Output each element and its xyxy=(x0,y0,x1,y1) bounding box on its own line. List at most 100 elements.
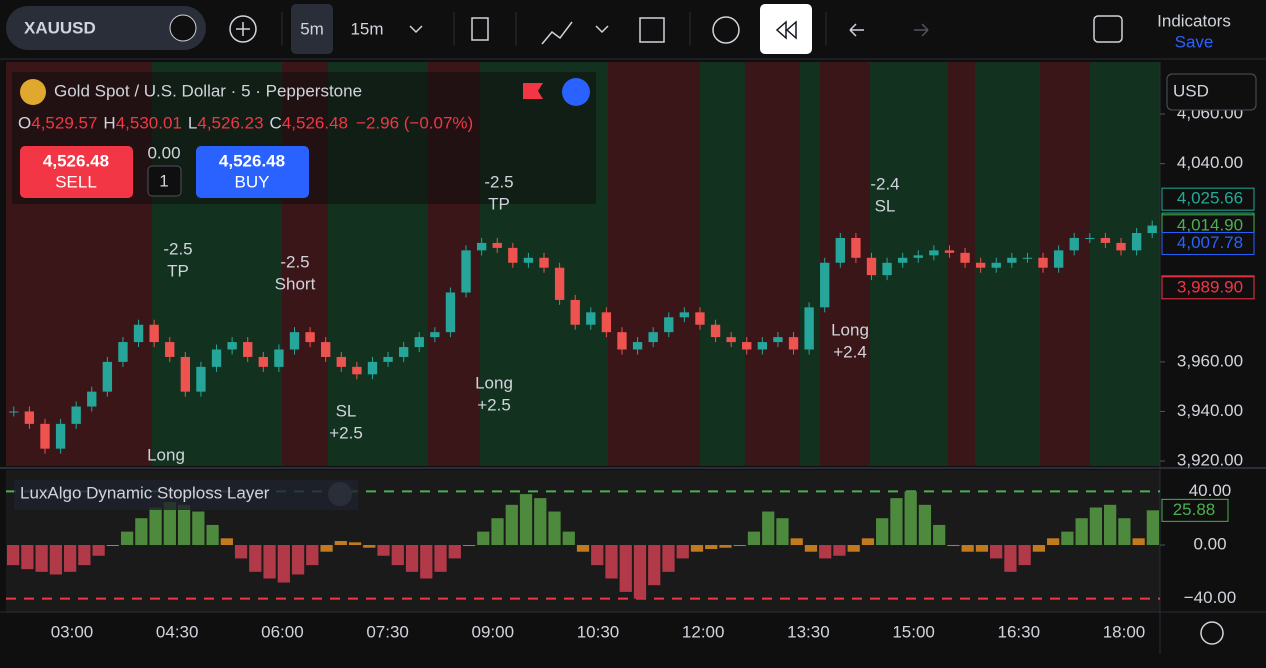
candle xyxy=(991,262,1001,268)
indicator-tick-label: −40.00 xyxy=(1184,588,1236,607)
candle xyxy=(742,342,752,350)
indicator-icon[interactable] xyxy=(328,482,352,506)
symbol-search[interactable] xyxy=(6,6,206,50)
undo[interactable] xyxy=(849,23,864,37)
interval[interactable]: 15m xyxy=(350,19,383,38)
time-label: 18:00 xyxy=(1103,622,1146,641)
interval-active[interactable] xyxy=(291,4,333,54)
indicators-icon[interactable] xyxy=(541,21,573,45)
histogram-bar xyxy=(120,531,134,546)
price-tag-label: 4,014.90 xyxy=(1177,215,1243,234)
histogram-bar xyxy=(961,545,974,552)
histogram-bar xyxy=(534,498,547,546)
trade-annotation: Long xyxy=(475,373,513,392)
candle xyxy=(133,324,144,343)
sell-label: SELL xyxy=(55,172,97,191)
histogram-bar xyxy=(619,545,632,592)
histogram-bar xyxy=(762,511,775,546)
interval[interactable]: 5m xyxy=(300,19,324,38)
candle xyxy=(321,342,331,357)
candle xyxy=(1069,237,1079,251)
histogram-bar xyxy=(263,545,276,579)
histogram-bar xyxy=(890,498,903,546)
session-band xyxy=(975,62,1040,466)
histogram-bar xyxy=(192,511,205,546)
session-band xyxy=(700,62,745,466)
histogram-bar xyxy=(320,545,333,552)
gold-icon xyxy=(20,79,46,105)
histogram-bar xyxy=(790,538,803,546)
indicator-tag xyxy=(1161,498,1229,522)
candle xyxy=(757,342,768,350)
candle xyxy=(773,337,783,343)
separators xyxy=(281,12,827,46)
candle xyxy=(71,406,81,424)
candle xyxy=(383,356,393,362)
indicator-name: LuxAlgo Dynamic Stoploss Layer xyxy=(20,483,270,502)
candle xyxy=(695,312,705,325)
add-symbol[interactable] xyxy=(229,15,257,43)
ohlc-key: H xyxy=(103,113,115,132)
histogram-bar xyxy=(220,538,233,546)
histogram-bar xyxy=(448,545,461,559)
candle xyxy=(820,262,830,308)
session-band xyxy=(1040,62,1090,466)
histogram-bar xyxy=(548,511,561,546)
sell-price: 4,526.48 xyxy=(43,151,109,170)
histogram-bar xyxy=(648,545,661,586)
currency[interactable]: USD xyxy=(1173,81,1209,100)
candle xyxy=(1038,257,1048,268)
ohlc-value: 4,530.01 xyxy=(116,113,182,132)
indicator-tick-label: 0.00 xyxy=(1193,535,1226,554)
qty[interactable]: 1 xyxy=(159,171,168,190)
candle xyxy=(975,262,986,268)
time-label: 07:30 xyxy=(366,622,409,641)
indicators[interactable]: Indicators xyxy=(1157,11,1231,30)
redo[interactable] xyxy=(914,23,929,37)
candle xyxy=(289,332,300,350)
candle xyxy=(336,356,346,367)
histogram-bar xyxy=(633,545,647,599)
settings[interactable] xyxy=(1200,621,1224,645)
replay-badge[interactable] xyxy=(562,78,590,106)
trade-annotation: TP xyxy=(167,261,189,280)
chart-title: Gold Spot / U.S. Dollar · 5 · Pepperston… xyxy=(54,81,362,100)
layout-icon[interactable] xyxy=(639,17,665,43)
fullscreen[interactable] xyxy=(1093,15,1123,43)
candle xyxy=(398,347,409,357)
candle xyxy=(617,332,627,350)
menu[interactable] xyxy=(595,25,609,34)
indicator-label-bg xyxy=(14,480,358,510)
histogram-bar xyxy=(576,545,590,552)
candle xyxy=(24,411,35,424)
histogram-bar xyxy=(35,545,48,572)
save[interactable]: Save xyxy=(1175,32,1214,51)
candle xyxy=(165,342,175,357)
interval-menu[interactable] xyxy=(409,25,423,34)
histogram-bar xyxy=(477,531,490,546)
qty-box[interactable] xyxy=(147,165,182,197)
histogram-bar xyxy=(363,545,376,548)
histogram-bar xyxy=(847,545,860,552)
histogram-bar xyxy=(135,518,148,546)
histogram-bar xyxy=(291,545,305,575)
alert-icon[interactable] xyxy=(712,16,740,44)
time-label: 09:00 xyxy=(472,622,515,641)
currency-select[interactable] xyxy=(1166,73,1257,111)
buy-button[interactable] xyxy=(196,146,309,198)
session-band xyxy=(608,62,700,466)
histogram-bar xyxy=(206,524,219,546)
overlays: XAUUSD 5m 15m Indicators Save Gold Spot … xyxy=(12,11,1257,645)
sell-button[interactable] xyxy=(20,146,133,198)
candle xyxy=(913,255,923,258)
chart-type[interactable] xyxy=(471,17,489,41)
candle xyxy=(414,337,424,348)
price-tick-label: 3,940.00 xyxy=(1177,401,1243,420)
candle xyxy=(929,250,939,256)
histogram-bar xyxy=(377,545,390,556)
histogram-bar xyxy=(78,545,91,566)
flag[interactable] xyxy=(523,83,543,99)
candle xyxy=(648,332,658,343)
